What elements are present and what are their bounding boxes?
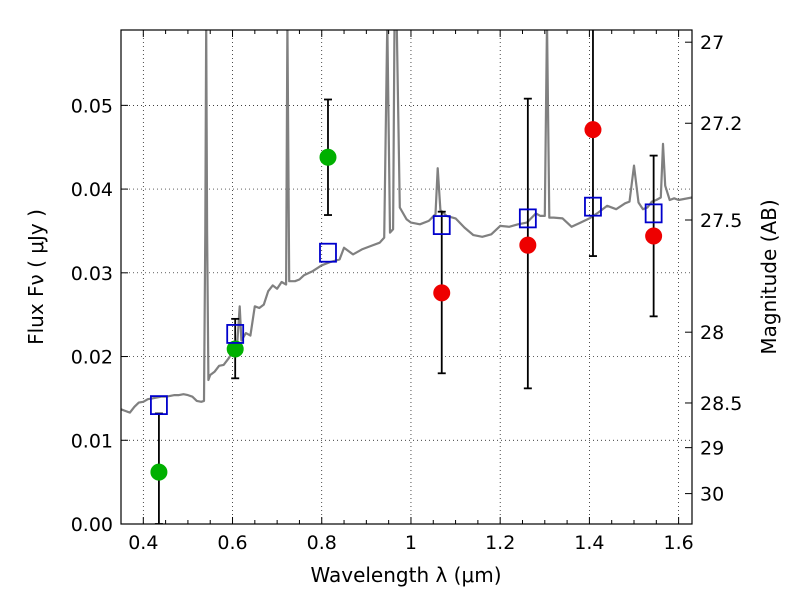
x-tick-label: 0.4 [128,532,158,554]
template-spectrum-line [121,30,692,414]
y-tick-label: 0.05 [71,95,113,117]
x-tick-label: 1.2 [485,532,515,554]
right-tick-label: 28 [700,322,724,344]
y-tick-label: 0.00 [71,514,113,536]
right-tick-label: 28.5 [700,393,742,415]
model-point-square [584,196,602,217]
photometry-point [645,227,663,245]
y-tick-label: 0.04 [71,179,113,201]
axis-ticks: 0.4 0.6 0.8 1 1.2 1.4 1.6 0.00 0.01 0.02 0.03 0.04 0… [71,30,742,554]
x-tick-label: 1.6 [664,532,694,554]
right-tick-label: 27 [700,32,724,54]
plot-area [121,30,692,524]
x-tick-label: 1 [405,532,417,554]
photometry-point [150,463,168,481]
x-tick-label: 0.6 [217,532,247,554]
photometry-point [584,121,602,139]
model-point-square [319,242,337,263]
plot-frame [120,29,693,525]
right-tick-label: 29 [700,438,724,460]
photometry-point [433,284,451,302]
y-tick-label: 0.03 [71,263,113,285]
model-point-square [644,203,663,224]
photometry-point [519,236,537,254]
model-point-square [518,208,537,229]
x-axis-label: Wavelength λ (μm) [310,563,501,587]
photometry-point [226,340,244,358]
y-right-axis-label: Magnitude (AB) [757,199,781,354]
photometry-point [319,148,337,166]
y-axis-label: Flux Fν ( μJy ) [24,209,48,345]
model-point-square [432,215,451,235]
y-tick-label: 0.01 [71,430,113,452]
model-point-square [150,395,168,416]
x-tick-label: 0.8 [307,532,337,554]
right-tick-label: 27.5 [700,210,742,232]
model-point-square [226,324,245,344]
right-tick-label: 30 [700,484,724,506]
x-tick-label: 1.4 [574,532,604,554]
y-tick-label: 0.02 [71,347,113,369]
right-tick-label: 27.2 [700,113,742,135]
